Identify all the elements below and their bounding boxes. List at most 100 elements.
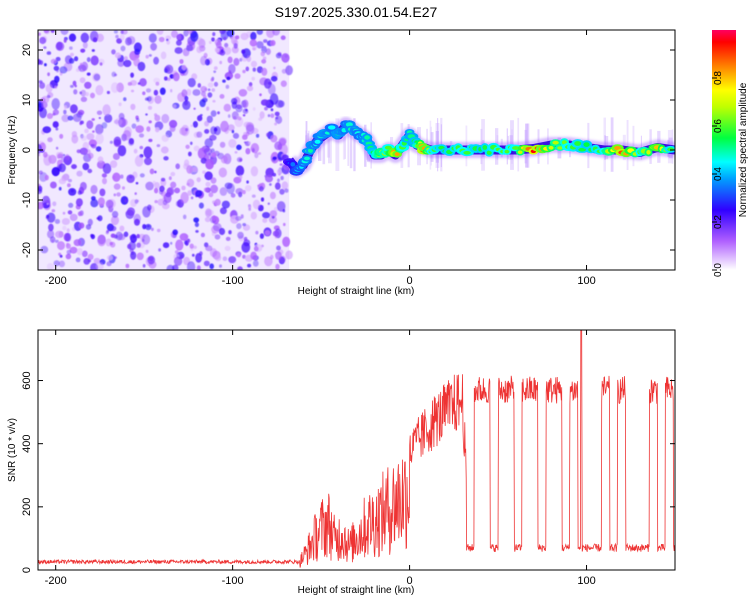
noise-blob	[207, 82, 214, 88]
noise-blob	[196, 265, 201, 270]
noise-blob	[130, 103, 136, 111]
noise-blob	[266, 132, 270, 137]
noise-blob	[208, 192, 214, 198]
noise-blob	[250, 166, 259, 177]
chart-title: S197.2025.330.01.54.E27	[275, 4, 438, 20]
signal-blob-core	[583, 142, 590, 148]
signal-blob-core	[482, 145, 488, 150]
noise-blob	[142, 206, 151, 218]
noise-blob	[59, 66, 68, 74]
noise-blob	[180, 254, 184, 258]
noise-blob	[97, 215, 103, 222]
noise-blob	[43, 151, 48, 158]
noise-blob	[190, 141, 193, 145]
noise-blob	[80, 181, 87, 191]
noise-blob	[276, 201, 286, 212]
noise-blob	[110, 215, 120, 226]
noise-blob	[59, 133, 64, 139]
signal-blob-core	[364, 135, 370, 140]
noise-blob	[275, 263, 280, 270]
noise-blob	[188, 151, 192, 157]
noise-blob	[117, 233, 126, 241]
noise-blob	[278, 255, 286, 264]
noise-blob	[134, 48, 141, 55]
noise-blob	[122, 186, 125, 190]
noise-blob	[275, 115, 283, 125]
noise-blob	[173, 256, 183, 266]
noise-blob	[102, 177, 107, 185]
signal-streak	[335, 118, 340, 171]
noise-blob	[73, 239, 82, 247]
noise-blob	[86, 57, 91, 63]
spectrogram-x-label: Height of straight line (km)	[298, 286, 415, 297]
noise-blob	[259, 93, 262, 97]
signal-blob-core	[646, 150, 651, 155]
noise-blob	[76, 248, 83, 256]
noise-blob	[210, 126, 217, 135]
noise-blob	[120, 196, 129, 205]
noise-blob	[55, 239, 59, 243]
noise-blob	[215, 41, 222, 49]
noise-blob	[206, 115, 213, 124]
signal-blob-core	[578, 147, 586, 152]
noise-blob	[153, 56, 160, 65]
noise-blob	[79, 120, 84, 125]
noise-blob	[66, 228, 70, 233]
noise-blob	[135, 125, 144, 133]
noise-blob	[145, 181, 154, 191]
noise-blob	[91, 118, 95, 121]
noise-blob	[38, 58, 42, 65]
noise-blob	[248, 141, 252, 145]
noise-blob	[55, 41, 65, 52]
noise-blob	[205, 181, 211, 187]
noise-blob	[264, 230, 271, 236]
noise-blob	[210, 78, 214, 82]
noise-blob	[142, 91, 146, 96]
spectrogram-signal-track	[282, 117, 675, 178]
noise-blob	[145, 54, 149, 59]
noise-blob	[82, 41, 88, 49]
noise-blob	[91, 49, 95, 52]
noise-blob	[172, 229, 178, 236]
colorbar-ticks: 0.0 0.2 0.4 0.6 0.8	[712, 71, 724, 277]
noise-blob	[228, 138, 237, 148]
noise-blob	[233, 57, 240, 66]
noise-blob	[80, 32, 90, 43]
noise-blob	[267, 202, 270, 205]
colorbar-tick-label: 0.2	[713, 215, 724, 229]
noise-blob	[156, 144, 161, 148]
noise-blob	[277, 100, 285, 108]
noise-blob	[96, 110, 103, 116]
snr-frame	[37, 329, 676, 571]
noise-blob	[235, 188, 244, 195]
noise-blob	[252, 260, 259, 267]
noise-blob	[95, 124, 104, 135]
noise-blob	[228, 256, 237, 264]
noise-blob	[115, 34, 119, 39]
noise-blob	[113, 30, 118, 34]
noise-blob	[159, 185, 165, 193]
noise-blob	[203, 147, 213, 155]
noise-blob	[249, 39, 257, 47]
noise-blob	[46, 212, 56, 223]
noise-blob	[272, 156, 278, 160]
noise-blob	[179, 233, 189, 241]
noise-blob	[259, 111, 265, 119]
noise-blob	[115, 117, 123, 126]
noise-blob	[192, 89, 201, 96]
noise-blob	[77, 211, 83, 217]
noise-blob	[127, 207, 135, 217]
noise-blob	[117, 145, 127, 157]
snr-series-line	[38, 330, 675, 568]
noise-blob	[183, 214, 187, 220]
noise-blob	[113, 193, 117, 197]
noise-blob	[154, 114, 161, 122]
signal-blob-core	[327, 125, 336, 130]
spectrogram-x-ticks: -200 -100 0 100	[45, 30, 596, 287]
y-tick-label: 10	[21, 94, 33, 106]
noise-blob	[269, 210, 278, 218]
signal-streak	[342, 135, 346, 160]
noise-blob	[186, 165, 193, 174]
noise-blob	[218, 167, 227, 178]
